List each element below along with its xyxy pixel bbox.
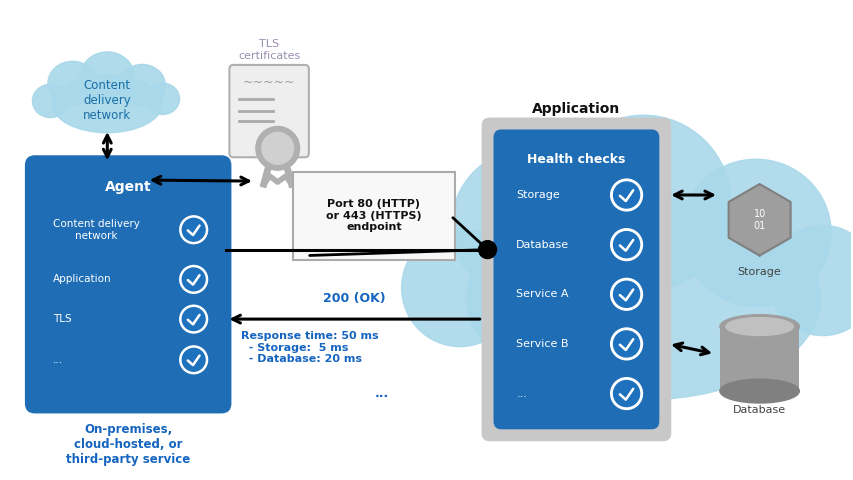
Text: ...: ...	[53, 355, 63, 365]
Ellipse shape	[555, 115, 730, 291]
Text: Database: Database	[732, 405, 786, 415]
Ellipse shape	[725, 318, 792, 336]
Ellipse shape	[719, 314, 798, 338]
Circle shape	[182, 218, 205, 241]
Text: Storage: Storage	[516, 190, 560, 200]
Ellipse shape	[680, 159, 830, 306]
Circle shape	[256, 127, 299, 170]
Text: Storage: Storage	[737, 267, 780, 277]
Text: ...: ...	[374, 386, 388, 400]
Circle shape	[180, 216, 207, 244]
Circle shape	[610, 229, 641, 261]
Text: ~~~~~: ~~~~~	[242, 76, 295, 89]
Text: Agent: Agent	[105, 180, 151, 194]
Ellipse shape	[32, 84, 68, 118]
Text: Database: Database	[516, 240, 569, 250]
Text: Response time: 50 ms
  - Storage:  5 ms
  - Database: 20 ms: Response time: 50 ms - Storage: 5 ms - D…	[241, 331, 379, 364]
Circle shape	[612, 232, 639, 258]
Circle shape	[612, 182, 639, 208]
Ellipse shape	[48, 61, 97, 105]
FancyBboxPatch shape	[293, 172, 455, 260]
Text: Port 80 (HTTP)
or 443 (HTTPS)
endpoint: Port 80 (HTTP) or 443 (HTTPS) endpoint	[326, 199, 421, 232]
Circle shape	[180, 346, 207, 374]
Ellipse shape	[52, 75, 162, 132]
Text: Content delivery
network: Content delivery network	[53, 219, 139, 240]
Ellipse shape	[401, 229, 518, 347]
Circle shape	[182, 308, 205, 331]
Circle shape	[610, 328, 641, 360]
Text: On-premises,
cloud-hosted, or
third-party service: On-premises, cloud-hosted, or third-part…	[66, 423, 190, 467]
Ellipse shape	[719, 379, 798, 403]
Circle shape	[610, 278, 641, 310]
Text: ...: ...	[516, 389, 526, 398]
Text: Health checks: Health checks	[526, 153, 625, 166]
Text: Application: Application	[53, 275, 111, 284]
Ellipse shape	[466, 198, 820, 400]
Circle shape	[612, 281, 639, 307]
Circle shape	[182, 348, 205, 371]
Ellipse shape	[119, 64, 165, 106]
Text: 200 (OK): 200 (OK)	[322, 292, 386, 305]
Text: TLS: TLS	[53, 314, 72, 324]
Circle shape	[182, 268, 205, 291]
Circle shape	[478, 240, 496, 259]
Text: Service B: Service B	[516, 339, 568, 349]
Circle shape	[612, 331, 639, 357]
Circle shape	[180, 265, 207, 293]
Text: TLS
certificates: TLS certificates	[238, 39, 300, 60]
Ellipse shape	[146, 83, 179, 114]
Circle shape	[262, 132, 293, 164]
FancyBboxPatch shape	[25, 156, 231, 413]
FancyBboxPatch shape	[481, 118, 670, 441]
Circle shape	[610, 378, 641, 409]
Circle shape	[610, 179, 641, 211]
Ellipse shape	[80, 52, 134, 102]
Text: Content
delivery
network: Content delivery network	[83, 79, 131, 122]
FancyBboxPatch shape	[719, 326, 798, 391]
Circle shape	[612, 381, 639, 407]
Ellipse shape	[768, 226, 853, 336]
FancyBboxPatch shape	[229, 65, 309, 157]
Circle shape	[180, 305, 207, 333]
Ellipse shape	[451, 148, 609, 302]
Text: Service A: Service A	[516, 289, 568, 300]
Polygon shape	[728, 184, 790, 255]
FancyBboxPatch shape	[493, 130, 659, 429]
Text: 10
01: 10 01	[752, 209, 765, 230]
Text: Application: Application	[531, 102, 620, 116]
